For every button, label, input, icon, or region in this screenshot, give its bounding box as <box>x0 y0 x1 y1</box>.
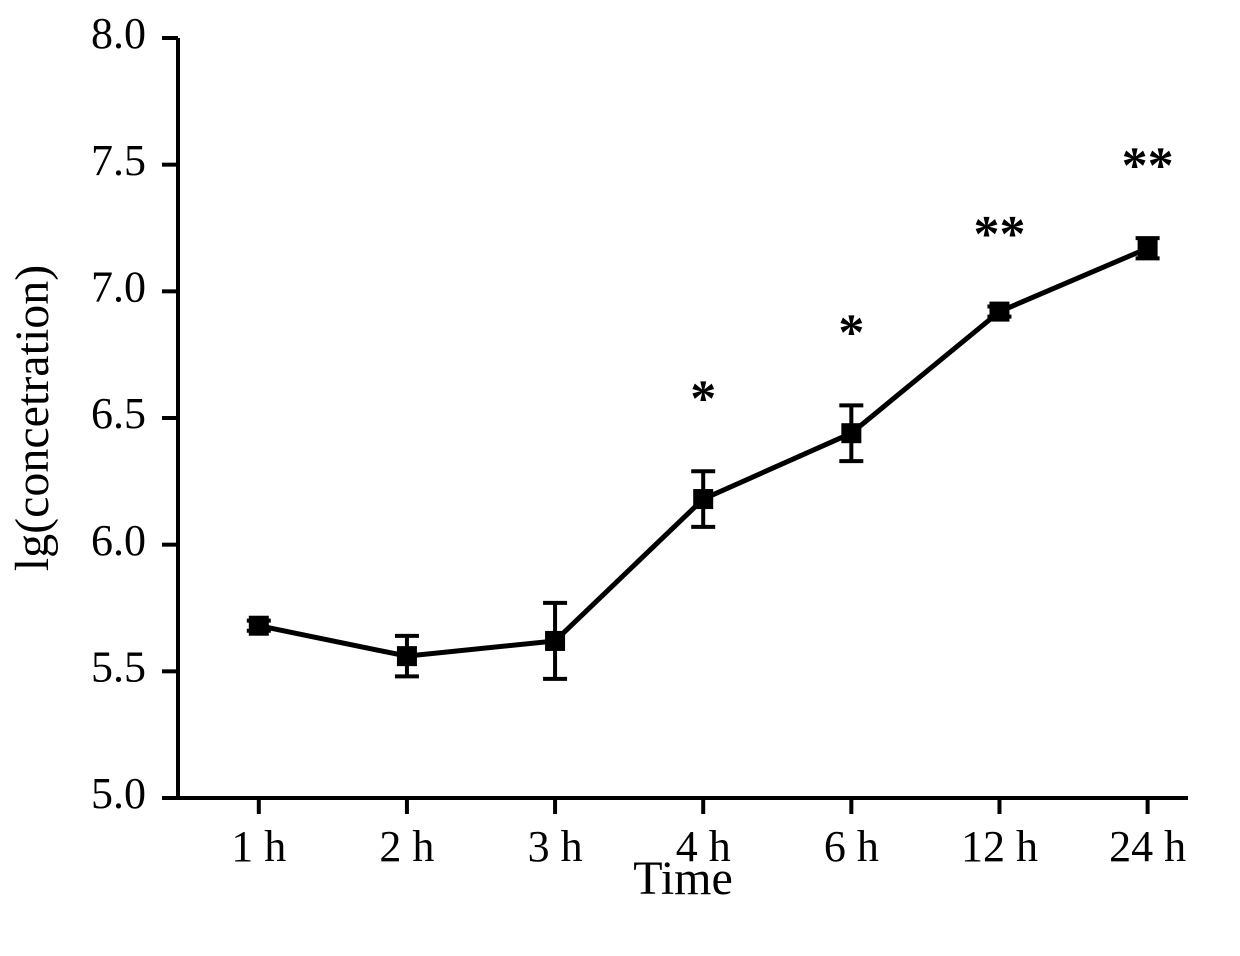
significance-label: ** <box>973 206 1025 263</box>
significance-label: * <box>838 305 864 362</box>
y-tick-label: 7.5 <box>91 136 146 185</box>
y-tick-label: 6.0 <box>91 516 146 565</box>
y-tick-label: 7.0 <box>91 262 146 311</box>
x-tick-label: 1 h <box>231 822 286 871</box>
y-ticks: 5.0 5.5 6.0 6.5 7.0 7.5 8.0 <box>91 9 178 818</box>
data-series <box>247 238 1160 679</box>
axes <box>178 38 1188 798</box>
x-tick-label: 2 h <box>379 822 434 871</box>
y-tick-label: 6.5 <box>91 389 146 438</box>
data-marker <box>841 423 861 443</box>
data-marker <box>693 489 713 509</box>
y-tick-label: 5.5 <box>91 642 146 691</box>
y-axis-title: lg(concetration) <box>6 265 59 572</box>
x-axis-title: Time <box>633 852 733 905</box>
x-tick-label: 6 h <box>824 822 879 871</box>
significance-label: ** <box>1122 137 1174 194</box>
x-tick-label: 3 h <box>528 822 583 871</box>
data-marker <box>1138 238 1158 258</box>
data-marker <box>249 616 269 636</box>
y-tick-label: 5.0 <box>91 769 146 818</box>
data-marker <box>545 631 565 651</box>
x-tick-label: 24 h <box>1109 822 1186 871</box>
data-marker <box>397 646 417 666</box>
data-marker <box>989 302 1009 322</box>
concentration-line-chart: 5.05.56.06.57.07.58.0 1 h2 h3 h4 h6 h12 … <box>0 0 1240 956</box>
x-tick-label: 12 h <box>961 822 1038 871</box>
y-tick-label: 8.0 <box>91 9 146 58</box>
significance-label: * <box>690 370 716 427</box>
significance-labels: ****** <box>690 137 1173 427</box>
